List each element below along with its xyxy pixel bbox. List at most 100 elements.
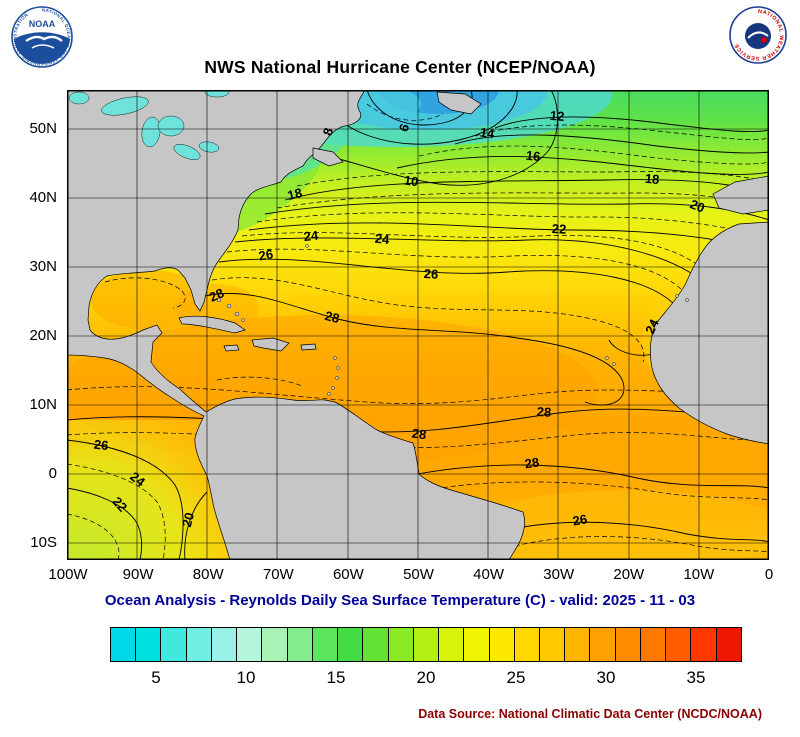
contour-label: 26 <box>257 246 274 263</box>
contour-label: 20 <box>688 196 707 215</box>
land-africa <box>649 221 769 445</box>
colorbar-segment <box>210 628 237 661</box>
colorbar-tick-label: 20 <box>416 668 436 687</box>
land-puerto-rico <box>300 343 317 351</box>
colorbar-segment <box>412 628 439 661</box>
land-iberia <box>712 175 769 215</box>
lon-label: 0 <box>764 566 774 583</box>
data-source-note: Data Source: National Climatic Data Cent… <box>418 707 762 721</box>
land-jamaica <box>223 344 240 352</box>
colorbar-segment <box>160 628 186 661</box>
contour-label: 8 <box>320 126 337 138</box>
land-north-and-south-america <box>67 90 525 560</box>
page-title: NWS National Hurricane Center (NCEP/NOAA… <box>204 57 596 77</box>
colorbar-segment <box>665 628 691 661</box>
sst-contours-dashed <box>67 103 769 560</box>
lon-label: 10W <box>683 566 715 583</box>
lon-label: 50W <box>403 566 434 583</box>
land-hispaniola <box>251 337 290 352</box>
contour-label: 18 <box>644 171 660 187</box>
land-nova-scotia <box>312 147 344 167</box>
colorbar-segment <box>135 628 161 661</box>
lon-label: 60W <box>332 566 364 583</box>
colorbar-tick-label: 35 <box>686 668 706 687</box>
lat-axis: 50N 40N 30N 20N 10N 0 10S <box>0 90 62 560</box>
contour-label: 24 <box>374 231 391 248</box>
contour-label: 12 <box>549 108 565 124</box>
lon-label: 100W <box>48 566 88 583</box>
lat-label: 20N <box>29 327 57 344</box>
colorbar-tick-label: 15 <box>326 668 346 687</box>
colorbar-segment <box>513 628 539 661</box>
colorbar-segment <box>387 628 413 661</box>
colorbar-segment <box>690 628 716 661</box>
noaa-logo: NATIONAL OCEANIC AND ATMOSPHERIC ADMINIS… <box>11 6 73 68</box>
contour-label: 20 <box>179 511 197 529</box>
contour-label: 28 <box>411 426 427 443</box>
colorbar-segment <box>236 628 262 661</box>
lon-axis: 100W 90W 80W 70W 60W 50W 40W 30W 20W 10W 0 <box>48 566 773 586</box>
colorbar-ticks: 5 10 15 20 25 30 35 <box>111 668 741 690</box>
contour-label: 22 <box>551 221 566 237</box>
map-border <box>67 90 769 560</box>
map-caption: Ocean Analysis - Reynolds Daily Sea Surf… <box>104 592 696 609</box>
contour-label: 28 <box>536 404 551 420</box>
lon-label: 40W <box>473 566 505 583</box>
lat-label: 40N <box>29 189 57 206</box>
colorbar-segment <box>538 628 565 661</box>
nws-red-dot-icon <box>761 37 767 43</box>
colorbar-tick-label: 10 <box>236 668 256 687</box>
land-newfoundland <box>436 91 482 115</box>
contour-label: 10 <box>403 173 419 190</box>
contour-label: 18 <box>286 185 304 203</box>
colorbar-segment <box>185 628 211 661</box>
contour-label: 28 <box>207 285 226 305</box>
colorbar-segment <box>488 628 514 661</box>
colorbar <box>110 627 742 662</box>
lat-label: 0 <box>48 465 57 482</box>
small-islands <box>216 244 689 396</box>
colorbar-segment <box>261 628 287 661</box>
colorbar-tick-label: 25 <box>506 668 526 687</box>
map-grid <box>67 90 769 560</box>
colorbar-tick-label: 30 <box>596 668 616 687</box>
noaa-seagull-icon <box>25 35 63 43</box>
sea-surface-temperature-map: 6 8 10 12 14 16 18 18 20 22 24 24 26 26 28 28 24 28 28 28 26… <box>67 90 769 560</box>
colorbar-segment <box>337 628 363 661</box>
colorbar-segment <box>715 628 741 661</box>
colorbar-segment <box>362 628 388 661</box>
contour-label: 24 <box>642 316 662 336</box>
contour-label: 28 <box>323 308 341 326</box>
nws-swoosh-icon <box>747 31 769 39</box>
contour-label: 28 <box>524 455 540 472</box>
lon-label: 90W <box>122 566 154 583</box>
contour-label: 26 <box>93 437 109 453</box>
colorbar-segment <box>438 628 464 661</box>
contour-label: 14 <box>479 125 496 142</box>
lon-label: 20W <box>613 566 645 583</box>
colorbar-segment <box>311 628 338 661</box>
lat-label: 50N <box>29 120 57 137</box>
colorbar-segment <box>111 628 136 661</box>
contour-label: 24 <box>303 228 320 245</box>
colorbar-segment <box>614 628 640 661</box>
noaa-wordmark: NOAA <box>29 19 56 29</box>
colorbar-tick-label: 5 <box>151 668 161 687</box>
colorbar-segment <box>564 628 590 661</box>
colorbar-segment <box>639 628 666 661</box>
land-cuba <box>178 315 246 334</box>
contour-label: 26 <box>571 511 588 528</box>
colorbar-segment <box>286 628 312 661</box>
contour-label: 26 <box>423 266 438 282</box>
lat-label: 10S <box>30 534 57 551</box>
colorbar-segment <box>463 628 489 661</box>
land-masses <box>67 90 769 560</box>
contour-label: 16 <box>525 148 541 164</box>
sst-map-frame: 6 8 10 12 14 16 18 18 20 22 24 24 26 26 28 28 24 28 28 28 26… <box>67 90 769 560</box>
contour-label: 6 <box>396 122 413 134</box>
lon-label: 30W <box>543 566 575 583</box>
colorbar-segment <box>589 628 615 661</box>
lat-label: 10N <box>29 396 57 413</box>
lat-label: 30N <box>29 258 57 275</box>
